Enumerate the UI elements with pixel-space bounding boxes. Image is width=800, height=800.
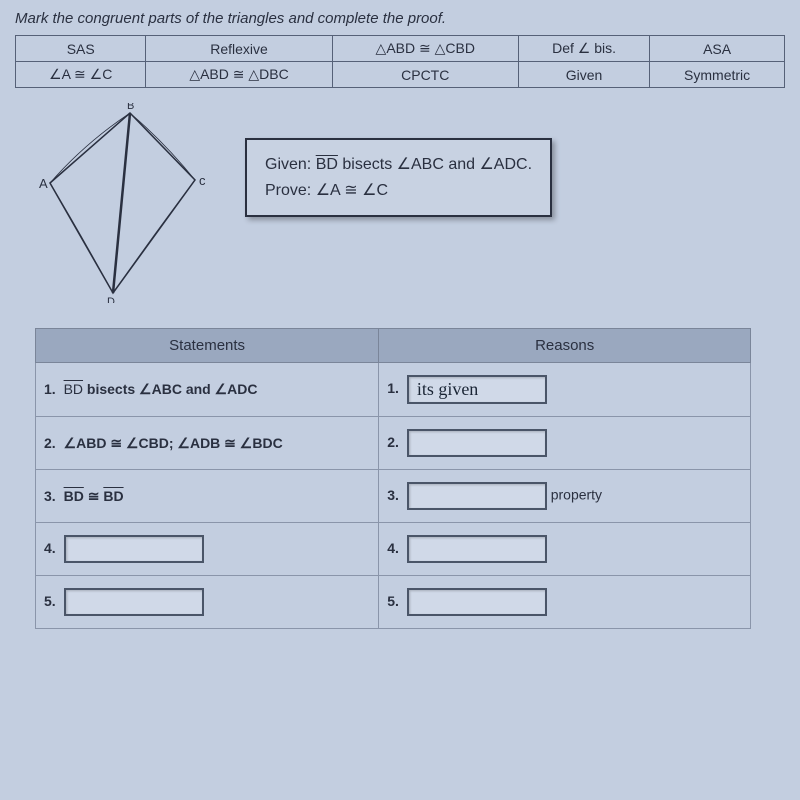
wb-cell: Reflexive — [146, 36, 332, 62]
answer-box[interactable] — [64, 535, 204, 563]
statement-cell: 1. BD bisects ∠ABC and ∠ADC — [36, 363, 379, 417]
reasons-header: Reasons — [379, 329, 751, 363]
word-bank-table: SAS Reflexive △ABD ≅ △CBD Def ∠ bis. ASA… — [15, 35, 785, 88]
answer-box[interactable]: its given — [407, 375, 547, 404]
answer-box[interactable] — [407, 429, 547, 457]
table-row: 1. BD bisects ∠ABC and ∠ADC 1. its given — [36, 363, 751, 417]
wb-cell: Symmetric — [650, 62, 785, 88]
reason-cell: 4. — [379, 523, 751, 576]
wb-cell: Given — [518, 62, 649, 88]
statement-cell: 2. ∠ABD ≅ ∠CBD; ∠ADB ≅ ∠BDC — [36, 417, 379, 470]
table-row: 4. 4. — [36, 523, 751, 576]
kite-diagram: A B c D — [35, 103, 215, 303]
svg-text:D: D — [107, 296, 115, 303]
proof-table: Statements Reasons 1. BD bisects ∠ABC an… — [35, 328, 751, 629]
given-line: Given: BD bisects ∠ABC and ∠ADC. — [265, 152, 532, 178]
instruction-text: Mark the congruent parts of the triangle… — [15, 10, 785, 27]
wb-cell: CPCTC — [332, 62, 518, 88]
answer-box[interactable] — [407, 482, 547, 510]
wb-cell: △ABD ≅ △CBD — [332, 36, 518, 62]
given-prove-box: Given: BD bisects ∠ABC and ∠ADC. Prove: … — [245, 138, 552, 217]
reason-cell: 1. its given — [379, 363, 751, 417]
wb-cell: △ABD ≅ △DBC — [146, 62, 332, 88]
reason-suffix: property — [551, 487, 602, 503]
table-row: 3. BD ≅ BD 3. property — [36, 470, 751, 523]
reason-cell: 5. — [379, 576, 751, 629]
reason-cell: 2. — [379, 417, 751, 470]
table-row: 5. 5. — [36, 576, 751, 629]
wb-cell: Def ∠ bis. — [518, 36, 649, 62]
svg-text:A: A — [39, 176, 48, 191]
wb-cell: ASA — [650, 36, 785, 62]
statements-header: Statements — [36, 329, 379, 363]
answer-box[interactable] — [64, 588, 204, 616]
wb-cell: ∠A ≅ ∠C — [16, 62, 146, 88]
wb-cell: SAS — [16, 36, 146, 62]
reason-cell: 3. property — [379, 470, 751, 523]
answer-box[interactable] — [407, 588, 547, 616]
table-row: 2. ∠ABD ≅ ∠CBD; ∠ADB ≅ ∠BDC 2. — [36, 417, 751, 470]
statement-cell: 4. — [36, 523, 379, 576]
answer-box[interactable] — [407, 535, 547, 563]
statement-cell: 5. — [36, 576, 379, 629]
statement-cell: 3. BD ≅ BD — [36, 470, 379, 523]
svg-text:B: B — [127, 103, 134, 112]
prove-line: Prove: ∠A ≅ ∠C — [265, 178, 532, 204]
svg-text:c: c — [199, 173, 206, 188]
